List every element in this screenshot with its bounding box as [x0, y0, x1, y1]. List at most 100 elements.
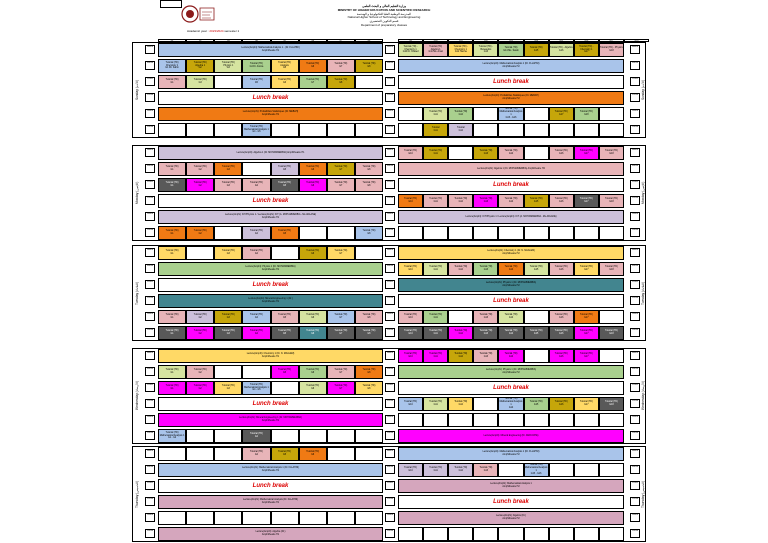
session-cell[interactable]: Tutorial (TD) Mathematical Analysis 1 G4…	[242, 123, 271, 137]
session-cell[interactable]: Tutorial (TD) G2	[186, 365, 215, 379]
session-cell[interactable]: Tutorial (TD) G4 Dr. Amina	[242, 59, 271, 73]
session-cell[interactable]: Tutorial (TD) G6	[298, 59, 327, 73]
session-cell[interactable]: Tutorial (TD) G13	[473, 262, 499, 276]
session-cell[interactable]: Tutorial (TD) G7	[326, 59, 355, 73]
session-cell[interactable]: Tutorial (TD) G4	[242, 429, 271, 443]
session-cell[interactable]: Tutorial (TD) G13	[473, 463, 499, 477]
lecture-block[interactable]: Lecture(Amphi): Mineral Engineering 1 (D…	[158, 294, 383, 308]
session-cell[interactable]: Tutorial (TD) G3	[214, 178, 243, 192]
lecture-block[interactable]: Lecture(Amphi): Physics 1 (Dr. MOHAMMEDB…	[398, 278, 624, 292]
session-cell[interactable]: Tutorial (TD) G14	[498, 326, 524, 340]
session-cell[interactable]: Tutorial (TD) G5	[270, 310, 299, 324]
session-cell[interactable]: Tutorial (TD) G14	[498, 194, 524, 208]
session-cell[interactable]: Tutorial (TD) G4	[242, 310, 271, 324]
session-cell[interactable]: Tutorial (TD) G15	[523, 43, 549, 57]
session-cell[interactable]: Tutorial (TD) G6	[298, 178, 327, 192]
session-cell[interactable]: Tutorial (TD) G4	[242, 326, 271, 340]
session-cell[interactable]: Tutorial (TD) G11	[423, 262, 449, 276]
session-cell[interactable]: Tutorial (TD) G7	[298, 75, 327, 89]
session-cell[interactable]: Tutorial (TD) G15	[523, 326, 549, 340]
session-cell[interactable]: Tutorial G12	[448, 123, 474, 137]
session-cell[interactable]: Tutorial (TD) G5	[270, 226, 299, 240]
session-cell[interactable]: Tutorial (TD) G11	[423, 310, 449, 324]
session-cell[interactable]: Tutorial (TD) G3	[214, 381, 243, 395]
session-cell[interactable]: Tutorial (TD) G11	[423, 349, 449, 363]
session-cell[interactable]: Tutorial (TD) G6	[298, 447, 327, 461]
session-cell[interactable]: Tutorial (TD) G1	[158, 381, 187, 395]
session-cell[interactable]: Tutorial (TD) Analysis G5	[270, 59, 299, 73]
session-cell[interactable]: Tutorial (TD) G16	[548, 194, 574, 208]
session-cell[interactable]: Tutorial (TD) G7	[326, 246, 355, 260]
session-cell[interactable]: Tutorial (TD) G12	[448, 349, 474, 363]
session-cell[interactable]: Tutorial (TD) G5	[270, 365, 299, 379]
session-cell[interactable]: Tutorial (TD) G1	[158, 75, 187, 89]
session-cell[interactable]: Tutorial (TD) G3	[214, 162, 243, 176]
session-cell[interactable]: Tutorial (TD) Algebra 1 G11 Ms. Amal	[423, 43, 449, 57]
session-cell[interactable]: Tutorial (TD) G5	[270, 162, 299, 176]
session-cell[interactable]: Tutorial (TD) G1	[158, 246, 187, 260]
session-cell[interactable]: Tutorial (TD) G11	[423, 146, 449, 160]
lecture-block[interactable]: Lecture(Amphi): ICT/Physics 1 / Lecture(…	[398, 210, 624, 224]
session-cell[interactable]: Tutorial (TD) G17	[573, 310, 599, 324]
session-cell[interactable]: Tutorial (TD) G11	[423, 397, 449, 411]
session-cell[interactable]: Tutorial (TD) G6	[298, 381, 327, 395]
session-cell[interactable]: Tutorial (TD) G10	[398, 262, 424, 276]
session-cell[interactable]: Tutorial (TD) - Physics G18	[598, 43, 624, 57]
session-cell[interactable]: Tutorial (TD) G12	[448, 326, 474, 340]
session-cell[interactable]: Tutorial (TD) G5	[242, 75, 271, 89]
session-cell[interactable]: Tutorial (TD) - Chemistry 1 G17	[573, 43, 599, 57]
session-cell[interactable]: Tutorial (TD) G17	[573, 194, 599, 208]
session-cell[interactable]: Tutorial (TD) G10	[398, 326, 424, 340]
session-cell[interactable]: Tutorial (TD) G8	[354, 162, 383, 176]
session-cell[interactable]: Tutorial (TD) Physics 1 G3	[214, 59, 243, 73]
session-cell[interactable]: Tutorial (TD) G10	[398, 463, 424, 477]
session-cell[interactable]: Tutorial (TD) G13	[473, 310, 499, 324]
session-cell[interactable]: Tutorial (TD) G16	[548, 146, 574, 160]
session-cell[interactable]: Tutorial (TD) G1	[158, 162, 187, 176]
session-cell[interactable]: Tutorial (TD) G3	[214, 246, 243, 260]
session-cell[interactable]: Tutorial (TD) G11	[423, 326, 449, 340]
session-cell[interactable]: Tutorial (TD) G12	[448, 397, 474, 411]
session-cell[interactable]: Tutorial (TD) G4	[242, 226, 271, 240]
session-cell[interactable]: Tutorial (TD) G18	[598, 326, 624, 340]
session-cell[interactable]: Tutorial (TD) Mathematical Analysis 1 G4…	[242, 381, 271, 395]
session-cell[interactable]: Tutorial (TD) G18	[573, 107, 599, 121]
session-cell[interactable]: Tutorial (TD) G6	[298, 162, 327, 176]
session-cell[interactable]: Tutorial (TD) G17	[573, 397, 599, 411]
session-cell[interactable]: Tutorial (TD) G8	[354, 59, 383, 73]
session-cell[interactable]: Tutorial (TD) G15	[523, 194, 549, 208]
session-cell[interactable]: Tutorial (TD) G10	[398, 349, 424, 363]
lecture-block[interactable]: Lecture(Amphi): Mineral Engineering (Dr.…	[398, 429, 624, 443]
lecture-block[interactable]: Lecture(Amphi): ICT/Physics 1 / Lecture(…	[158, 210, 383, 224]
session-cell[interactable]: Tutorial G11	[423, 123, 449, 137]
session-cell[interactable]: Tutorial (TD) G1	[158, 178, 187, 192]
session-cell[interactable]: Tutorial (TD) G2	[186, 310, 215, 324]
session-cell[interactable]: Tutorial (TD) G6	[298, 246, 327, 260]
session-cell[interactable]: Tutorial (TD) G7	[326, 162, 355, 176]
session-cell[interactable]: Tutorial (TD) G3	[214, 326, 243, 340]
lecture-block[interactable]: Lecture(Amphi): Mathematical Analysis 1 …	[398, 479, 624, 493]
session-cell[interactable]: Tutorial (TD) G8	[354, 226, 383, 240]
session-cell[interactable]: Tutorial (TD) G7	[326, 326, 355, 340]
session-cell[interactable]: Tutorial (TD) G8	[354, 310, 383, 324]
session-cell[interactable]: Tutorial (TD) G18	[598, 262, 624, 276]
session-cell[interactable]: Tutorial (TD) - Algebra G16	[548, 43, 574, 57]
session-cell[interactable]: Tutorial (TD) G14	[498, 349, 524, 363]
session-cell[interactable]: Tutorial (TD) G1	[158, 310, 187, 324]
session-cell[interactable]: Tutorial (TD) G4	[242, 447, 271, 461]
lecture-block[interactable]: Lecture(Amphi): Mathematical Analysis 1 …	[398, 59, 624, 73]
session-cell[interactable]: Tutorial (TD) G6	[270, 75, 299, 89]
session-cell[interactable]: Tutorial (TD) Algebra 1 G2	[186, 59, 215, 73]
lecture-block[interactable]: Lecture(Amphi): Mineral Engineering 1 (D…	[158, 413, 383, 427]
session-cell[interactable]: Tutorial (TD) G12	[448, 463, 474, 477]
session-cell[interactable]: Tutorial (TD) G2	[186, 381, 215, 395]
session-cell[interactable]: Tutorial (TD) G15	[523, 262, 549, 276]
lecture-block[interactable]: Lecture(Amphi): Mathematical Analysis (D…	[158, 495, 383, 509]
session-cell[interactable]: Tutorial (TD) G14	[498, 262, 524, 276]
session-cell[interactable]: Tutorial (TD) G16	[548, 326, 574, 340]
session-cell[interactable]: Tutorial (TD) G16	[548, 349, 574, 363]
session-cell[interactable]: Tutorial (TD) G7	[326, 310, 355, 324]
lecture-block[interactable]: Lecture(Amphi): Mathematical Analysis 1 …	[158, 463, 383, 477]
lecture-block[interactable]: Lecture(Amphi): Chemistry 1 (Dr. N. MAAL…	[398, 246, 624, 260]
session-cell[interactable]: Tutorial (TD) G16	[548, 310, 574, 324]
